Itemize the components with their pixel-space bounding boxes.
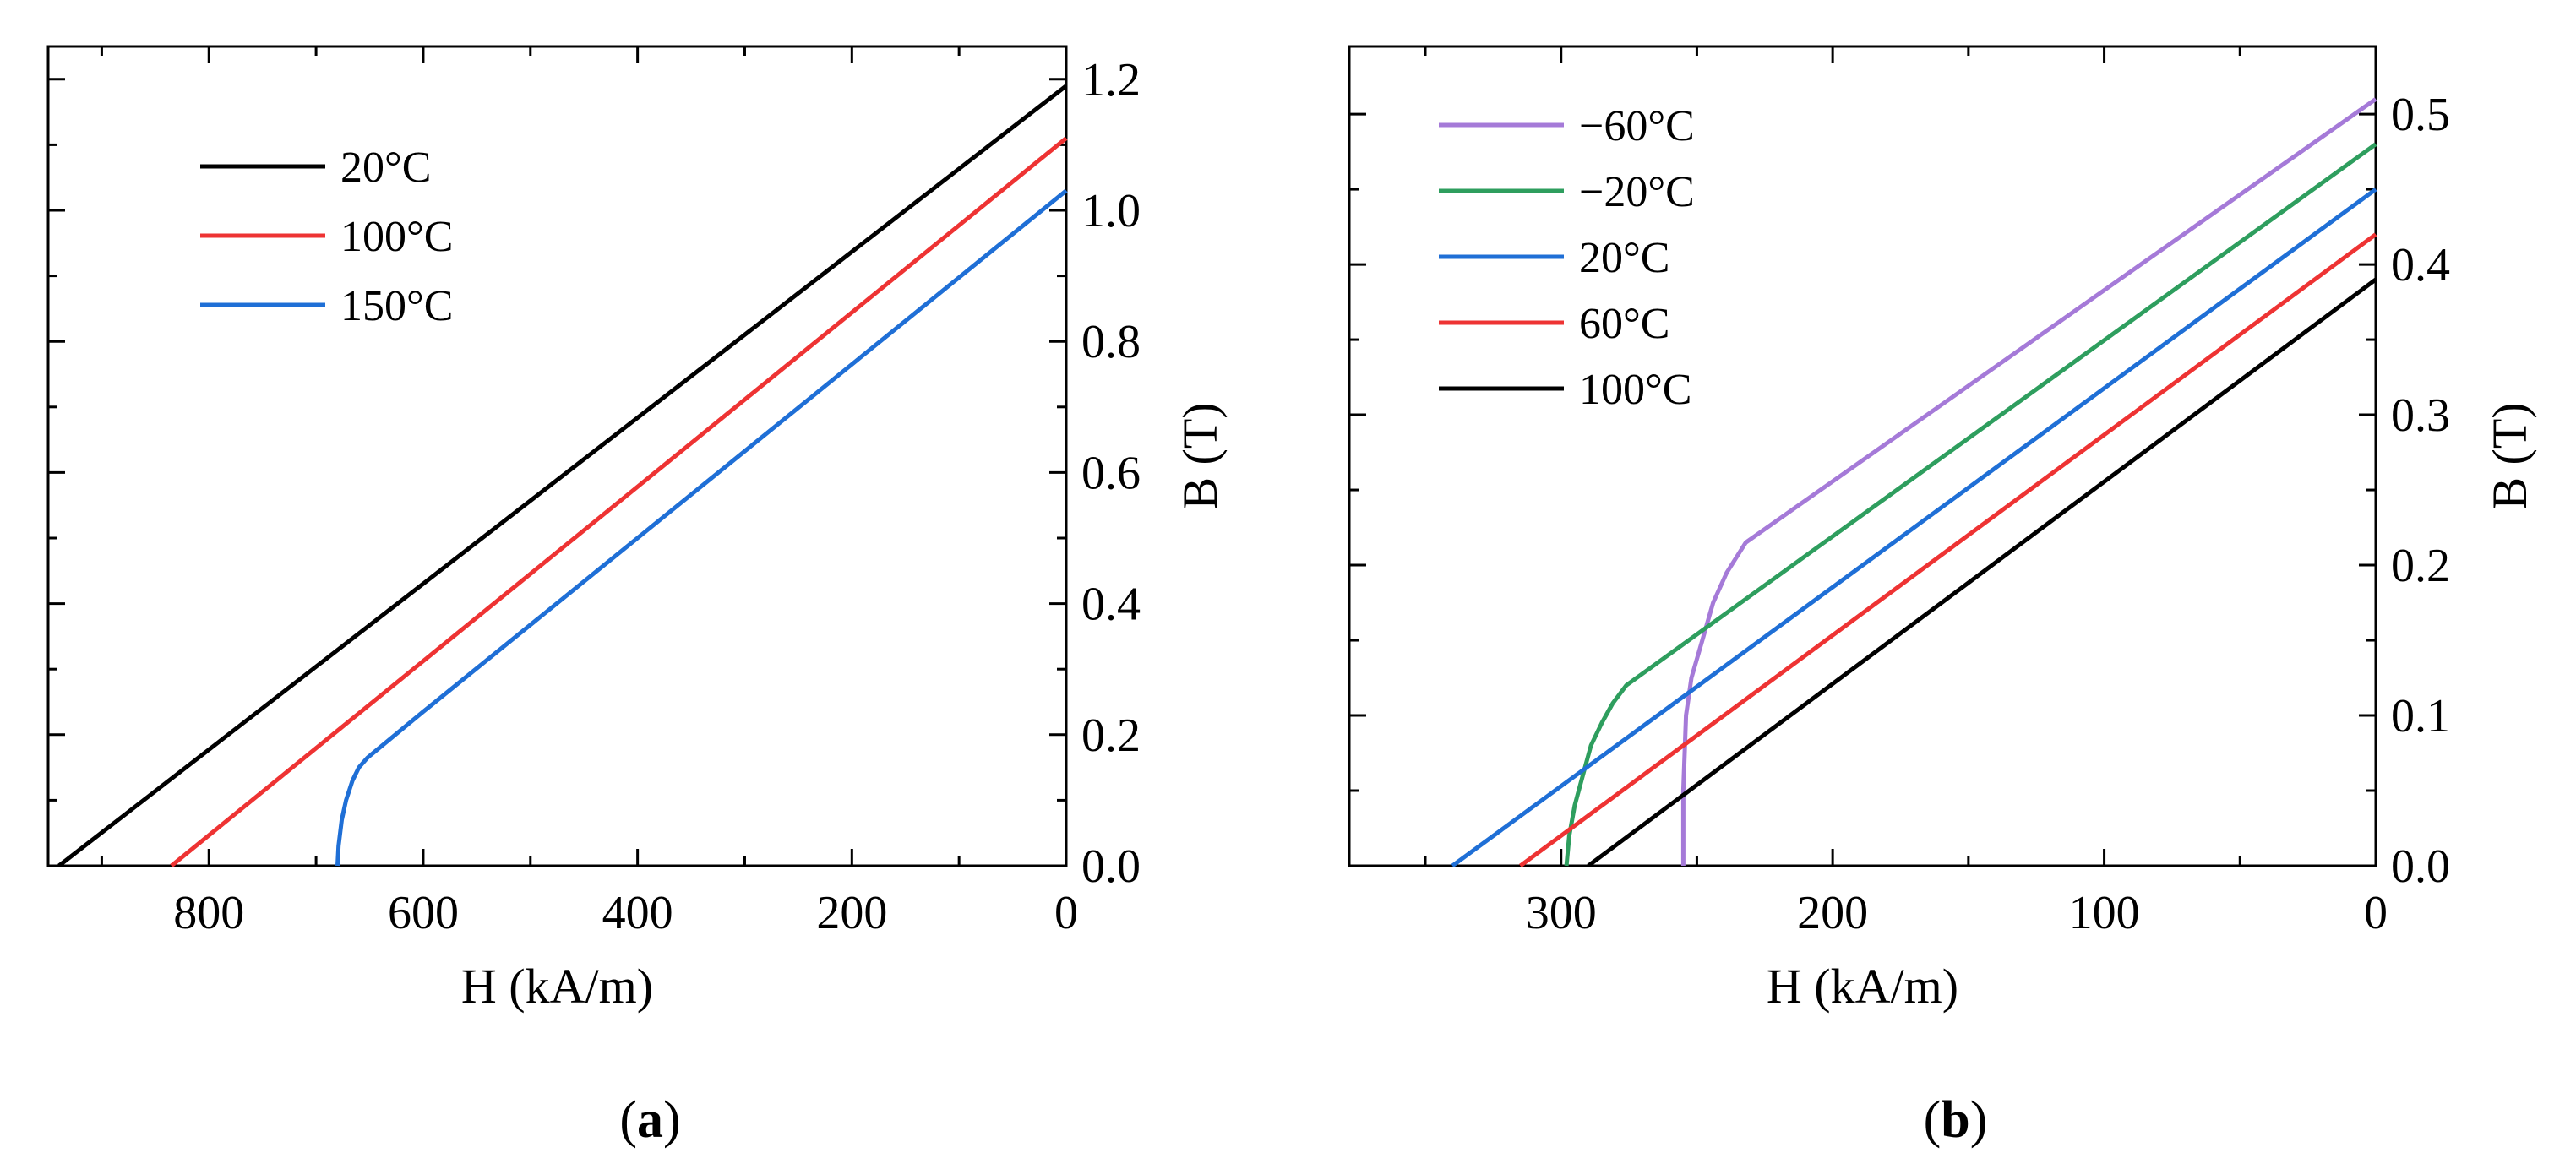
y-tick-label: 0.1: [2391, 690, 2450, 742]
x-tick-label: 100: [2069, 887, 2140, 939]
x-axis-label: H (kA/m): [461, 959, 653, 1014]
panel-b: 300 200 100 00.0 0.1 0.2 0.3 0.4 0.5 H (kA/m) B (T…: [1348, 45, 2537, 1014]
y-tick-label: 0.0: [1081, 840, 1141, 893]
panel-caption: (a): [619, 1091, 680, 1149]
series-line: [1587, 277, 2377, 868]
legend-label: 20°C: [340, 144, 431, 192]
captions: (a) (b): [619, 1091, 1987, 1149]
legend-label: 100°C: [340, 213, 453, 261]
legend-label: 100°C: [1579, 366, 1691, 414]
y-tick-label: 0.3: [2391, 389, 2450, 442]
x-tick-label: 400: [602, 887, 673, 939]
series-line: [1564, 142, 2377, 867]
x-tick-label: 200: [816, 887, 887, 939]
x-tick-label: 0: [2364, 887, 2388, 939]
panel-a: 800 600 400 200 00.0 0.2 0.4 0.6 0.8 1.0 1.2 H (kA/…: [46, 45, 1228, 1014]
y-axis-label: B (T): [2482, 402, 2537, 509]
legend-label: −60°C: [1579, 102, 1695, 150]
y-axis-label: B (T): [1173, 402, 1228, 509]
x-tick-label: 200: [1797, 887, 1868, 939]
x-tick-label: 300: [1526, 887, 1597, 939]
series-line: [57, 84, 1068, 867]
y-tick-label: 0.4: [1081, 579, 1141, 631]
x-axis-label: H (kA/m): [1767, 959, 1958, 1014]
y-tick-label: 0.2: [1081, 710, 1141, 762]
y-tick-label: 0.2: [2391, 540, 2450, 592]
legend-label: 60°C: [1579, 300, 1669, 348]
y-tick-label: 0.5: [2391, 89, 2450, 141]
x-tick-label: 800: [173, 887, 244, 939]
plot-frame: [1348, 45, 2377, 867]
legend-label: 20°C: [1579, 234, 1669, 282]
panel-caption: (b): [1924, 1091, 1988, 1149]
x-tick-label: 0: [1054, 887, 1078, 939]
series-line: [335, 188, 1068, 867]
y-tick-label: 0.8: [1081, 316, 1141, 368]
y-tick-label: 1.0: [1081, 185, 1141, 237]
legend-label: −20°C: [1579, 168, 1695, 216]
x-tick-label: 600: [388, 887, 459, 939]
y-tick-label: 0.4: [2391, 239, 2450, 291]
plot-frame: [46, 45, 1068, 867]
y-tick-label: 1.2: [1081, 54, 1141, 106]
series-line: [1451, 188, 2377, 868]
series-line: [170, 136, 1068, 867]
legend-label: 150°C: [340, 282, 453, 330]
series-line: [1680, 97, 2377, 866]
y-tick-label: 0.0: [2391, 840, 2450, 893]
y-tick-label: 0.6: [1081, 447, 1141, 499]
series-line: [1519, 232, 2377, 868]
